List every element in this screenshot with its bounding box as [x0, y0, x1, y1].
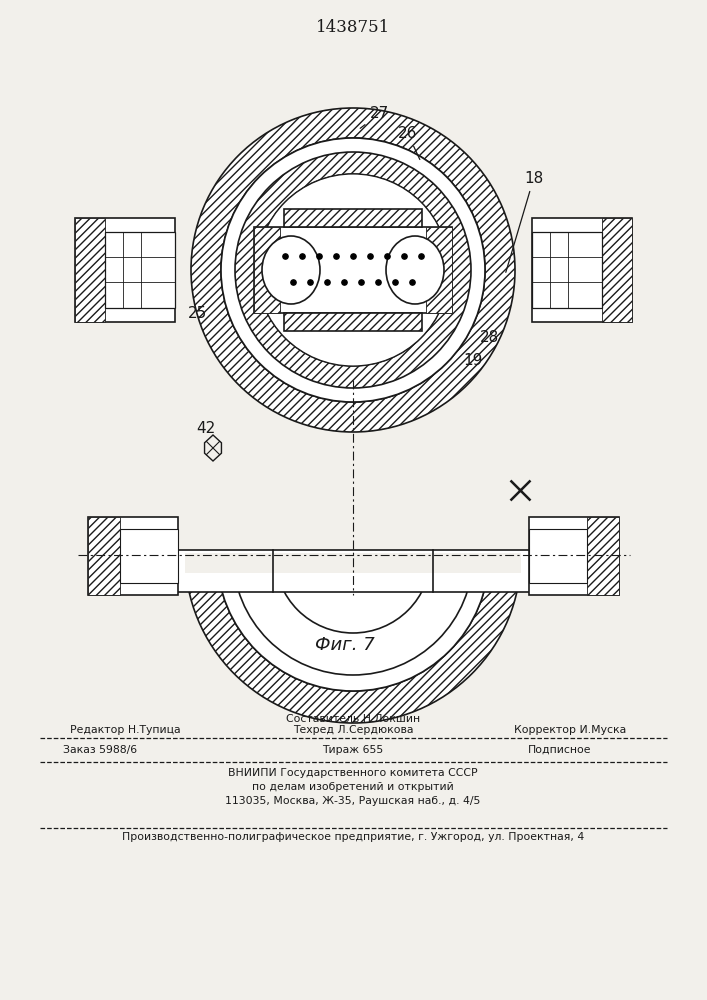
- Text: Техред Л.Сердюкова: Техред Л.Сердюкова: [293, 725, 414, 735]
- Bar: [529, 517, 619, 595]
- Bar: [587, 517, 619, 595]
- Text: Подписное: Подписное: [528, 745, 592, 755]
- Bar: [602, 218, 632, 322]
- Bar: [75, 218, 175, 322]
- Bar: [175, 550, 532, 592]
- Text: 28: 28: [480, 330, 499, 345]
- Bar: [88, 517, 178, 595]
- Text: 27: 27: [360, 106, 390, 128]
- Text: Тираж 655: Тираж 655: [322, 745, 384, 755]
- Wedge shape: [191, 108, 515, 432]
- Circle shape: [221, 138, 485, 402]
- Bar: [105, 232, 175, 308]
- Text: по делам изобретений и открытий: по делам изобретений и открытий: [252, 782, 454, 792]
- Ellipse shape: [386, 236, 444, 304]
- Wedge shape: [235, 152, 471, 388]
- Text: 1438751: 1438751: [316, 19, 390, 36]
- Text: 26: 26: [398, 126, 420, 159]
- Bar: [75, 218, 105, 322]
- Bar: [532, 232, 602, 308]
- Ellipse shape: [262, 236, 320, 304]
- Text: Редактор Н.Тупица: Редактор Н.Тупица: [70, 725, 180, 735]
- Text: ВНИИПИ Государственного комитета СССР: ВНИИПИ Государственного комитета СССР: [228, 768, 478, 778]
- Bar: [120, 529, 178, 583]
- Text: Заказ 5988/6: Заказ 5988/6: [63, 745, 137, 755]
- Text: Корректор И.Муска: Корректор И.Муска: [514, 725, 626, 735]
- Text: 113035, Москва, Ж-35, Раушская наб., д. 4/5: 113035, Москва, Ж-35, Раушская наб., д. …: [226, 796, 481, 806]
- Bar: [254, 227, 280, 313]
- Text: 25: 25: [188, 306, 207, 321]
- Text: Составитель Н.Локшин: Составитель Н.Локшин: [286, 714, 420, 724]
- Text: 18: 18: [506, 171, 543, 272]
- Bar: [284, 209, 422, 227]
- Bar: [532, 218, 632, 322]
- Circle shape: [257, 174, 449, 366]
- Text: Фиг. 7: Фиг. 7: [315, 636, 375, 654]
- Bar: [185, 553, 521, 573]
- Text: Производственно-полиграфическое предприятие, г. Ужгород, ул. Проектная, 4: Производственно-полиграфическое предприя…: [122, 832, 584, 842]
- Bar: [284, 313, 422, 331]
- Wedge shape: [185, 555, 521, 723]
- Bar: [426, 227, 452, 313]
- Wedge shape: [217, 555, 489, 691]
- Text: 42: 42: [196, 421, 215, 436]
- Bar: [529, 529, 587, 583]
- Bar: [88, 517, 120, 595]
- Bar: [254, 227, 452, 313]
- Text: 19: 19: [463, 353, 482, 368]
